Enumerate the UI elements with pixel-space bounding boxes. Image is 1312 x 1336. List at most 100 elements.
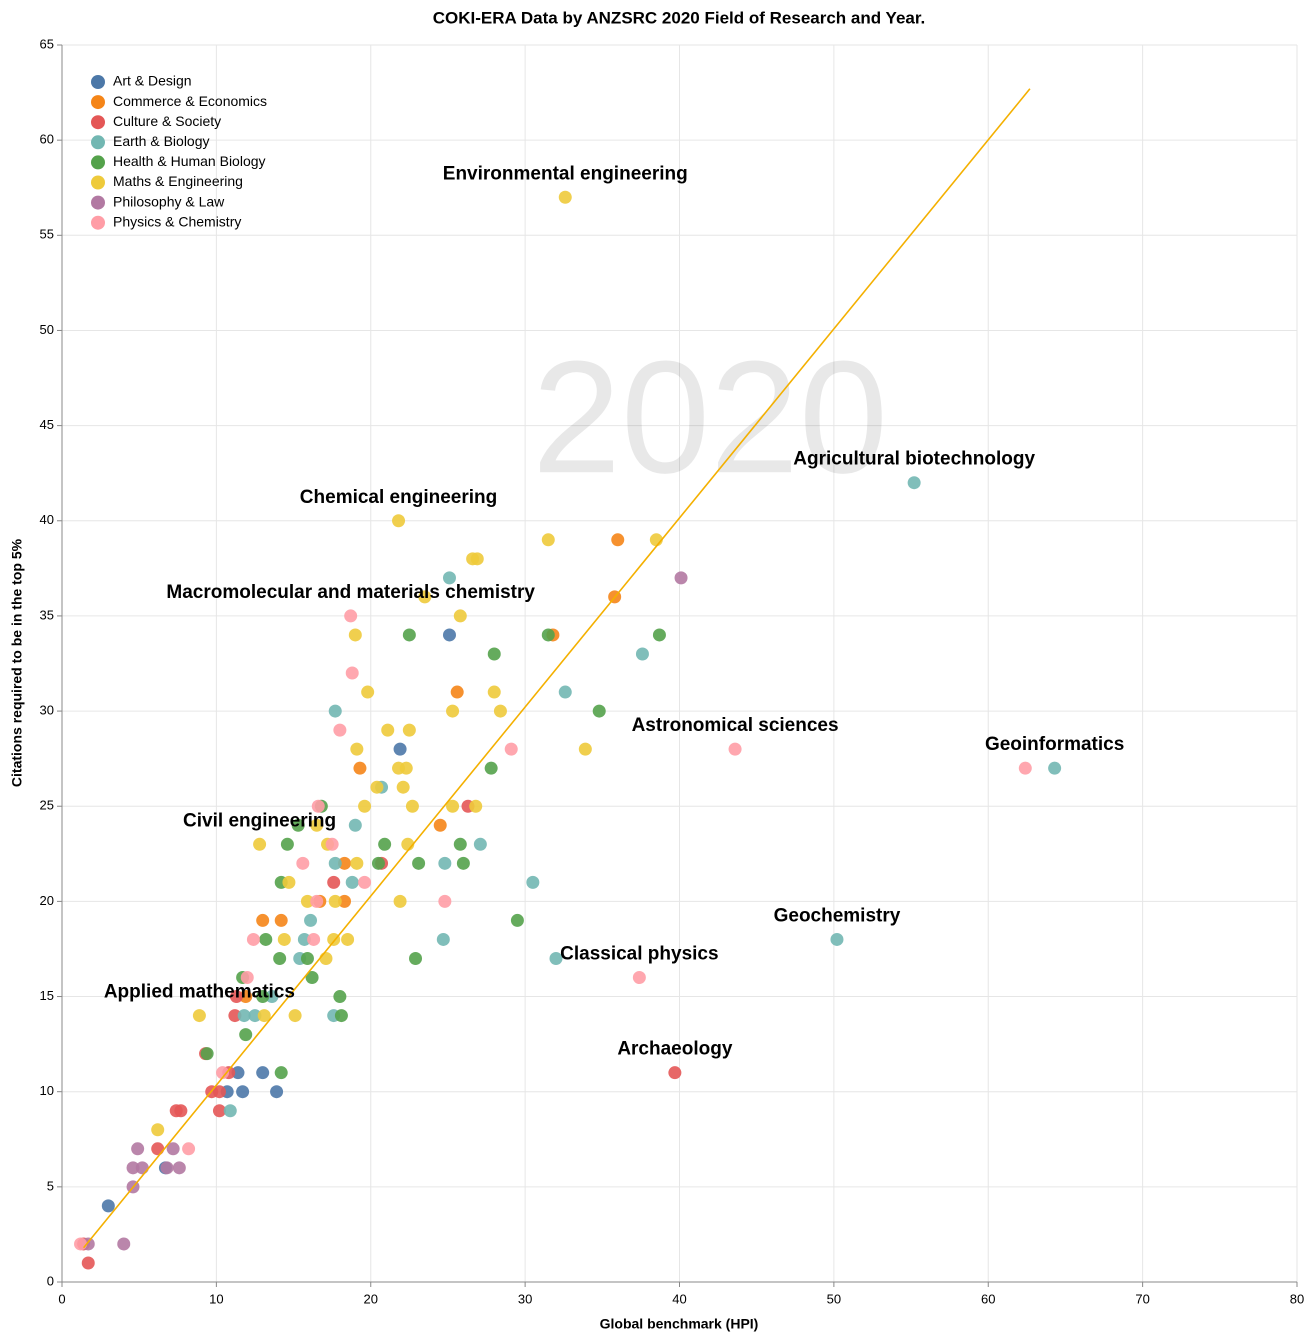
point [338, 856, 352, 870]
point [456, 856, 470, 870]
point [257, 1009, 271, 1023]
annotation: Agricultural biotechnology [793, 449, 1035, 470]
point [470, 552, 484, 566]
legend-label: Earth & Biology [113, 133, 210, 149]
point [402, 723, 416, 737]
point [632, 971, 646, 985]
annotation: Environmental engineering [443, 163, 688, 184]
point [274, 1066, 288, 1080]
legend-symbol [91, 115, 105, 130]
point [353, 761, 367, 775]
point [246, 932, 260, 946]
point [277, 932, 291, 946]
point [487, 685, 501, 699]
point [469, 799, 483, 813]
point [361, 685, 375, 699]
chart-title: COKI-ERA Data by ANZSRC 2020 Field of Re… [433, 8, 926, 27]
point [212, 1104, 226, 1118]
point [611, 533, 625, 547]
point [578, 742, 592, 756]
y-tick-label: 20 [40, 893, 54, 908]
point [231, 1066, 245, 1080]
point [592, 704, 606, 718]
point [378, 837, 392, 851]
point [182, 1142, 196, 1156]
legend-symbol [91, 195, 105, 210]
point [288, 1009, 302, 1023]
y-axis-label: Citations required to be in the top 5% [9, 538, 25, 787]
y-tick-label: 10 [40, 1083, 54, 1098]
point [291, 818, 305, 832]
point [304, 913, 318, 927]
y-tick-label: 0 [47, 1273, 54, 1288]
legend-label: Physics & Chemistry [113, 213, 241, 229]
point [327, 875, 341, 889]
point [253, 837, 267, 851]
point [358, 875, 372, 889]
point [229, 990, 243, 1004]
point [256, 913, 270, 927]
point [300, 894, 314, 908]
point [541, 533, 555, 547]
point [151, 1123, 165, 1137]
point [668, 1066, 682, 1080]
point [311, 799, 325, 813]
point [453, 837, 467, 851]
point [409, 951, 423, 965]
point [131, 1142, 145, 1156]
point [325, 837, 339, 851]
point [319, 951, 333, 965]
point [1018, 761, 1032, 775]
point [300, 951, 314, 965]
annotation: Geoinformatics [985, 734, 1124, 755]
y-tick-label: 55 [40, 227, 54, 242]
annotation: Astronomical sciences [632, 715, 839, 736]
point [450, 685, 464, 699]
point [728, 742, 742, 756]
watermark: 2020 [532, 327, 888, 506]
point [333, 990, 347, 1004]
annotation: Archaeology [617, 1039, 733, 1060]
x-tick-label: 70 [1135, 1291, 1149, 1306]
point [192, 1009, 206, 1023]
point [172, 1161, 186, 1175]
point [370, 780, 384, 794]
point [327, 932, 341, 946]
point [541, 628, 555, 642]
x-axis-label: Global benchmark (HPI) [600, 1316, 759, 1332]
point [307, 932, 321, 946]
point [256, 990, 270, 1004]
point [297, 932, 311, 946]
point [381, 723, 395, 737]
point [442, 628, 456, 642]
point [635, 647, 649, 661]
point [345, 875, 359, 889]
point [402, 628, 416, 642]
annotation: Geochemistry [774, 905, 901, 926]
legend-label: Health & Human Biology [113, 153, 266, 169]
point [305, 971, 319, 985]
point [526, 875, 540, 889]
annotation: Civil engineering [183, 810, 336, 831]
point [487, 647, 501, 661]
legend-label: Culture & Society [113, 113, 221, 129]
annotation: Classical physics [560, 944, 718, 965]
point [436, 932, 450, 946]
y-tick-label: 45 [40, 417, 54, 432]
point [1048, 761, 1062, 775]
point [412, 856, 426, 870]
point [334, 1009, 348, 1023]
x-tick-label: 60 [981, 1291, 995, 1306]
x-tick-label: 40 [672, 1291, 686, 1306]
point [433, 818, 447, 832]
y-tick-label: 15 [40, 988, 54, 1003]
point [228, 1009, 242, 1023]
x-tick-label: 50 [827, 1291, 841, 1306]
x-tick-label: 0 [58, 1291, 65, 1306]
point [358, 799, 372, 813]
point [135, 1161, 149, 1175]
point [223, 1104, 237, 1118]
point [345, 666, 359, 680]
point [549, 951, 563, 965]
